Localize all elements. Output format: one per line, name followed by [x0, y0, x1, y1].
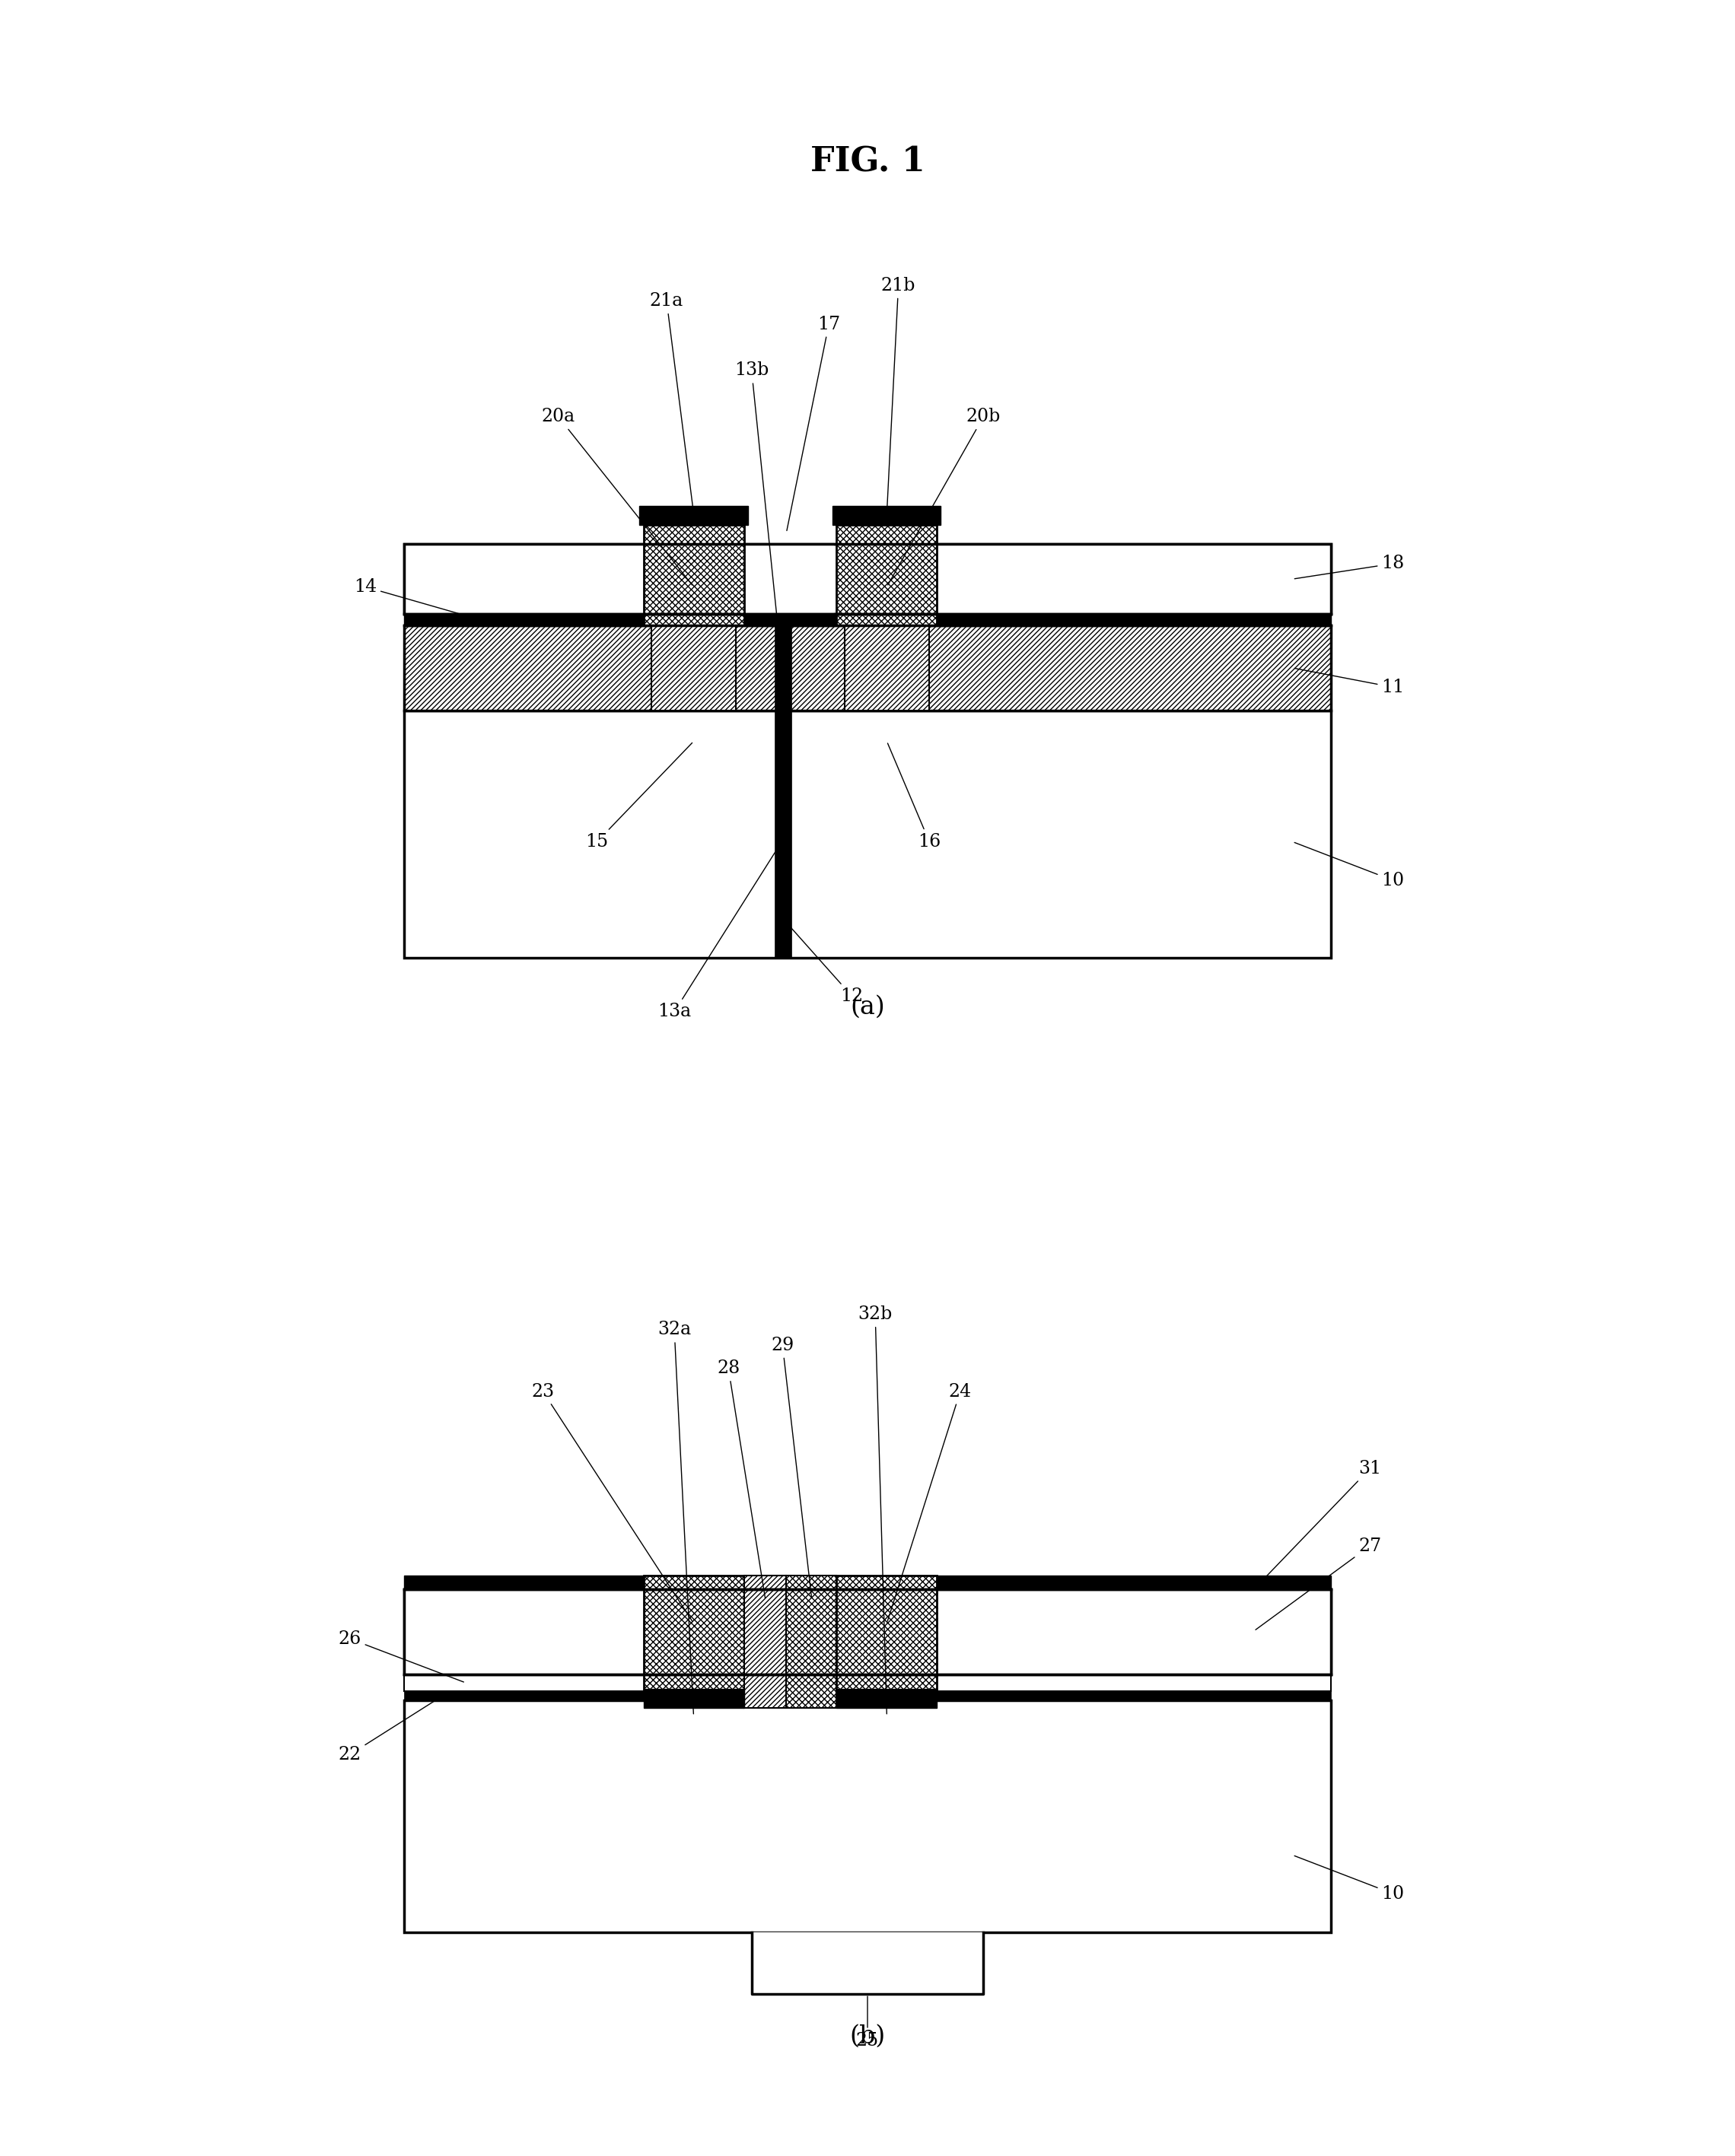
Text: 16: 16: [888, 744, 940, 849]
Bar: [845, 625, 930, 711]
Bar: [744, 1576, 786, 1708]
Bar: [833, 507, 940, 526]
Text: 20a: 20a: [541, 407, 692, 584]
Text: 15: 15: [586, 744, 692, 849]
Text: 31: 31: [1256, 1460, 1381, 1587]
Text: FIG. 1: FIG. 1: [810, 144, 925, 179]
Text: 22: 22: [338, 1697, 441, 1764]
Text: 32a: 32a: [658, 1322, 694, 1714]
Text: 10: 10: [1294, 1856, 1404, 1902]
Text: 24: 24: [888, 1382, 972, 1621]
Text: 13a: 13a: [658, 843, 781, 1020]
Bar: [786, 1576, 836, 1708]
Bar: [404, 614, 1331, 625]
Bar: [836, 1576, 937, 1690]
Bar: [404, 543, 644, 614]
Bar: [404, 1701, 1331, 1932]
Bar: [404, 1690, 1331, 1701]
Bar: [404, 625, 1331, 711]
Bar: [776, 625, 791, 711]
Bar: [404, 543, 1331, 614]
Text: 20b: 20b: [888, 407, 1001, 584]
Text: 28: 28: [717, 1360, 765, 1598]
Bar: [404, 1589, 1331, 1675]
Text: 21a: 21a: [649, 293, 694, 511]
Text: 29: 29: [770, 1337, 812, 1598]
Text: (a): (a): [850, 996, 885, 1020]
Text: 11: 11: [1294, 668, 1405, 696]
Bar: [939, 543, 1331, 614]
Bar: [404, 1675, 1331, 1690]
Bar: [404, 1589, 1331, 1675]
Bar: [404, 1589, 644, 1675]
Text: 32b: 32b: [859, 1307, 892, 1714]
Bar: [644, 1688, 744, 1708]
Bar: [939, 1589, 1331, 1675]
Text: 27: 27: [1256, 1537, 1381, 1630]
Text: 10: 10: [1294, 843, 1404, 888]
Bar: [404, 709, 1331, 957]
Text: 18: 18: [1294, 554, 1405, 578]
Text: 13b: 13b: [734, 362, 781, 662]
Text: 21b: 21b: [881, 276, 916, 511]
Bar: [404, 1576, 1331, 1589]
Bar: [746, 543, 835, 614]
Text: 12: 12: [784, 921, 864, 1005]
Text: 23: 23: [531, 1382, 692, 1621]
Bar: [744, 617, 836, 625]
Text: 17: 17: [786, 315, 840, 530]
Bar: [651, 625, 736, 711]
Bar: [836, 526, 937, 625]
Bar: [776, 709, 791, 957]
Bar: [836, 1688, 937, 1708]
Text: 26: 26: [338, 1630, 463, 1682]
Bar: [640, 507, 748, 526]
Bar: [404, 543, 1331, 614]
Bar: [644, 526, 744, 625]
Text: 25: 25: [855, 1996, 880, 2048]
Bar: [644, 1576, 744, 1690]
Text: 14: 14: [354, 578, 479, 619]
Text: (b): (b): [850, 2024, 885, 2048]
